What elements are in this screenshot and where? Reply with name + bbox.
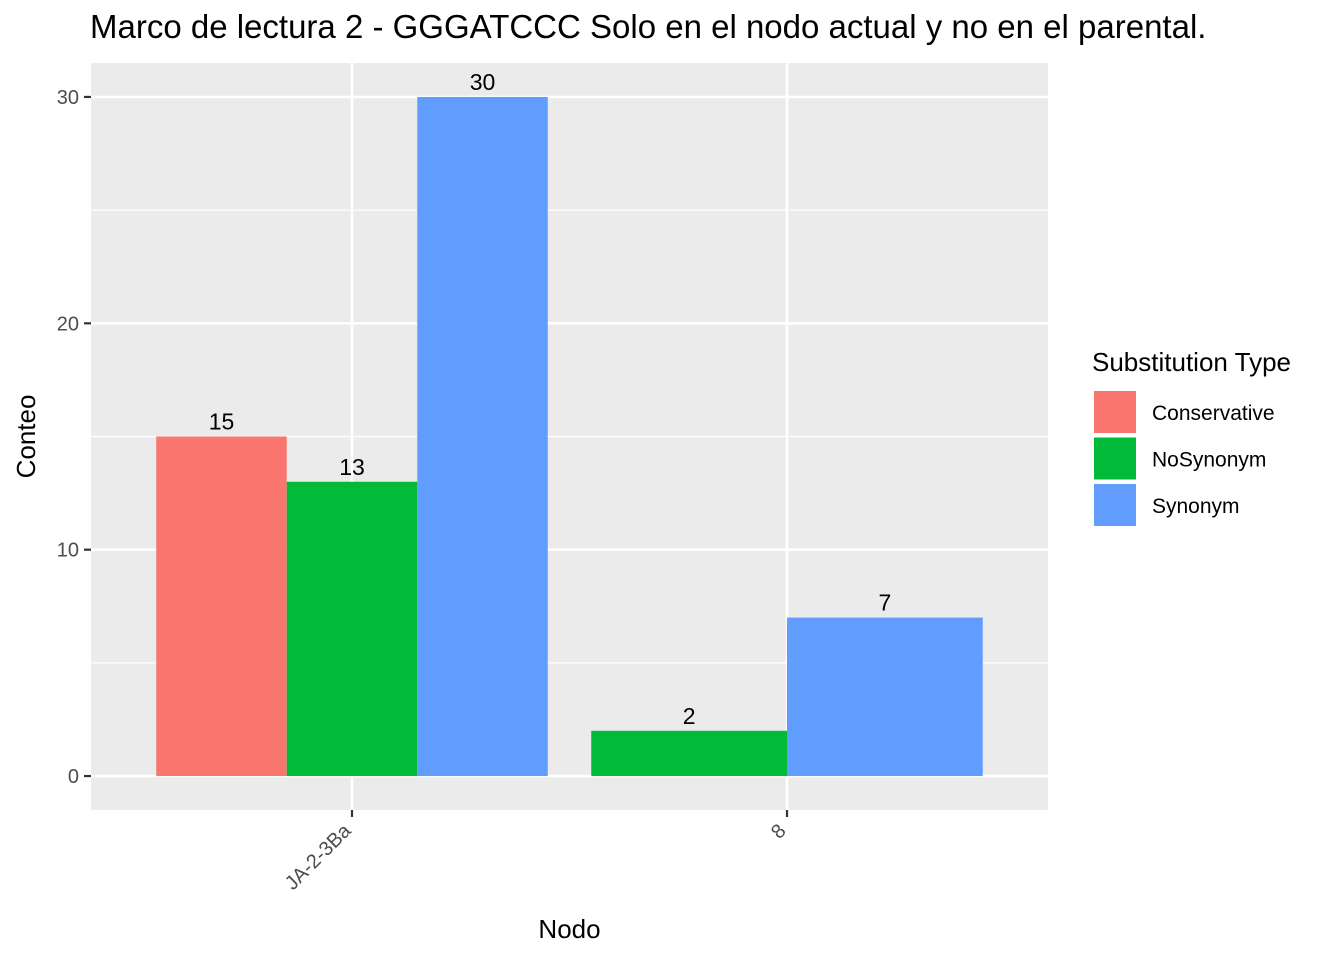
y-tick-label: 0 xyxy=(68,766,79,788)
x-tick-label: 8 xyxy=(767,820,790,843)
data-label: 13 xyxy=(339,454,365,480)
data-label: 7 xyxy=(878,590,891,616)
y-tick-label: 20 xyxy=(57,313,79,335)
bar-synonym-8 xyxy=(787,617,983,777)
legend-label: NoSynonym xyxy=(1152,449,1266,472)
bar-conservative-ja-2-3ba xyxy=(156,436,287,777)
bars xyxy=(156,96,983,777)
legend-key-synonym xyxy=(1094,484,1136,526)
data-label: 30 xyxy=(470,69,496,95)
bar-synonym-ja-2-3ba xyxy=(417,96,548,777)
bar-nosynonym-ja-2-3ba xyxy=(286,481,418,777)
legend: Substitution Type Conservative NoSynonym S… xyxy=(1092,347,1291,526)
bar-nosynonym-8 xyxy=(591,730,787,777)
legend-key-conservative xyxy=(1094,391,1136,433)
data-label: 15 xyxy=(209,409,235,435)
data-labels: 15 13 30 2 7 xyxy=(209,69,892,729)
legend-title: Substitution Type xyxy=(1092,347,1291,377)
x-tick-label: JA-2-3Ba xyxy=(281,819,356,894)
legend-label: Conservative xyxy=(1152,402,1275,425)
legend-key-nosynonym xyxy=(1094,437,1136,480)
x-axis-title: Nodo xyxy=(538,914,600,944)
legend-label: Synonym xyxy=(1152,495,1240,518)
y-tick-label: 10 xyxy=(57,540,79,562)
y-axis-title: Conteo xyxy=(11,395,41,479)
y-tick-label: 30 xyxy=(57,87,79,109)
chart-title: Marco de lectura 2 - GGGATCCC Solo en el… xyxy=(90,8,1207,45)
data-label: 2 xyxy=(683,703,696,729)
